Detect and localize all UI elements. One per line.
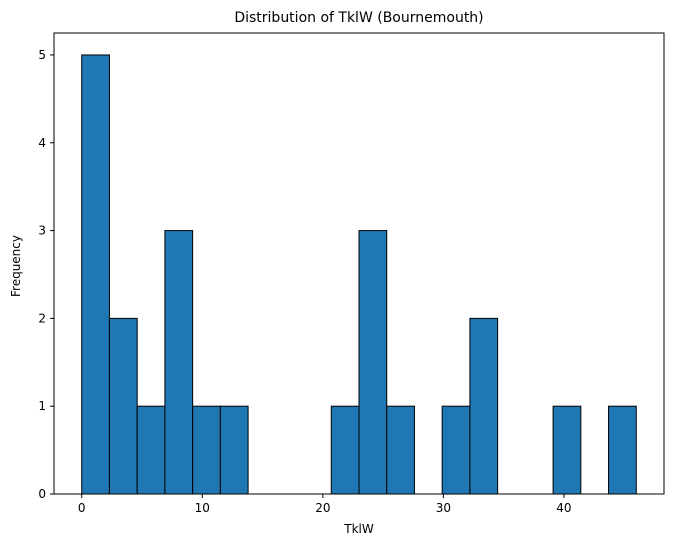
histogram-bar [136,405,166,495]
y-tick-label: 2 [38,311,46,325]
plot-frame [53,32,665,495]
y-tick-label: 4 [38,136,46,150]
y-tick-label: 5 [38,48,46,62]
histogram-bar [441,405,471,495]
histogram-bar [358,230,388,495]
y-tick-label: 0 [38,487,46,501]
chart-title: Distribution of TklW (Bournemouth) [234,10,483,26]
y-tick-label: 3 [38,224,46,238]
histogram-bar [552,405,582,495]
x-axis-label: TklW [343,522,374,536]
x-tick-label: 0 [78,501,86,515]
histogram-bar [386,405,415,495]
y-tick-label: 1 [38,399,46,413]
x-tick-label: 40 [556,501,571,515]
bars-group [81,54,637,495]
histogram-bar [219,405,249,495]
x-tick-label: 10 [195,501,210,515]
x-axis-ticks: 0 10 20 30 40 [78,494,572,515]
histogram-bar [192,405,221,495]
histogram-bar [469,317,499,495]
x-tick-label: 20 [315,501,330,515]
histogram-bar [164,230,194,495]
histogram-bar [81,54,110,495]
histogram-bar [608,405,637,495]
y-axis-ticks: 0 1 2 3 4 5 [38,48,54,501]
histogram-bar [330,405,360,495]
y-axis-label: Frequency [9,235,23,297]
histogram-bar [108,317,138,495]
x-tick-label: 30 [436,501,451,515]
